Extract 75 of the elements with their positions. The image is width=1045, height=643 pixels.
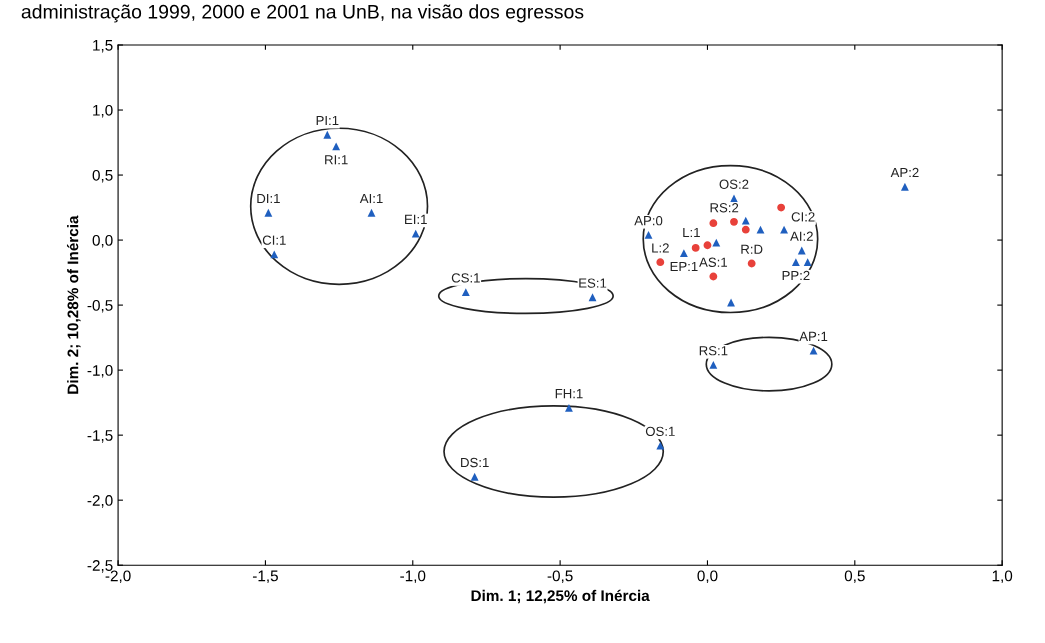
annotation: OS:1 bbox=[645, 426, 675, 436]
annotation: R:D bbox=[741, 244, 763, 254]
chart-title: administração 1999, 2000 e 2001 na UnB, na visão dos egressos bbox=[21, 4, 584, 23]
point bbox=[411, 229, 420, 238]
x-tick-label: -0,5 bbox=[547, 570, 573, 584]
point bbox=[747, 259, 756, 268]
y-tick-label: 1,5 bbox=[93, 40, 113, 53]
point bbox=[264, 208, 273, 217]
annotation: AS:1 bbox=[699, 257, 728, 267]
annotation: AP:1 bbox=[799, 331, 828, 341]
point bbox=[741, 225, 750, 234]
annotation: L:1 bbox=[683, 227, 700, 237]
annotation: RI:1 bbox=[325, 155, 348, 165]
y-tick-label: -0,5 bbox=[87, 299, 113, 313]
y-tick-label: 1,0 bbox=[93, 104, 113, 118]
point bbox=[741, 216, 750, 225]
point bbox=[588, 293, 597, 302]
y-tick-label: -1,0 bbox=[87, 364, 113, 378]
point bbox=[323, 130, 332, 139]
point bbox=[791, 258, 800, 267]
point bbox=[780, 225, 789, 234]
annotation: PP:2 bbox=[782, 270, 810, 281]
point bbox=[797, 246, 806, 255]
x-tick-label: 0,0 bbox=[697, 570, 718, 584]
annotation: AP:2 bbox=[890, 167, 919, 178]
point bbox=[730, 217, 738, 226]
point bbox=[703, 241, 712, 250]
point bbox=[777, 203, 786, 212]
point bbox=[709, 219, 718, 228]
annotation: PI:1 bbox=[316, 115, 339, 126]
point bbox=[461, 288, 470, 297]
y-axis-title: Dim. 2; 10,28% of Inércia bbox=[66, 215, 81, 394]
y-tick-label: -1,5 bbox=[87, 430, 113, 443]
point bbox=[270, 250, 279, 259]
annotation: EI:1 bbox=[405, 214, 427, 224]
point bbox=[730, 194, 738, 203]
x-tick-label: -1,0 bbox=[400, 570, 426, 584]
annotation: CI:1 bbox=[262, 235, 286, 245]
annotation: EP:1 bbox=[670, 261, 698, 271]
point bbox=[709, 361, 718, 369]
x-axis-title: Dim. 1; 12,25% of Inércia bbox=[471, 589, 650, 604]
point bbox=[644, 230, 653, 239]
annotation: DS:1 bbox=[461, 457, 489, 468]
point bbox=[803, 258, 812, 267]
point bbox=[756, 225, 765, 234]
annotation: DI:1 bbox=[257, 194, 280, 204]
annotation: AI:2 bbox=[790, 231, 813, 241]
annotation: FH:1 bbox=[555, 389, 583, 399]
point bbox=[809, 346, 818, 355]
point bbox=[709, 272, 718, 281]
annotation: ES:1 bbox=[579, 278, 607, 288]
point bbox=[332, 142, 341, 151]
annotation: OS:2 bbox=[719, 179, 749, 189]
annotation: L:2 bbox=[652, 243, 669, 253]
point bbox=[900, 182, 909, 191]
x-tick-label: 1,0 bbox=[992, 570, 1013, 584]
point bbox=[565, 403, 573, 412]
annotation: CS:1 bbox=[451, 273, 480, 283]
point bbox=[470, 472, 479, 481]
x-tick-label: -1,5 bbox=[252, 570, 278, 584]
y-tick-label: 0,0 bbox=[92, 234, 113, 248]
point bbox=[656, 441, 665, 450]
annotation: RS:1 bbox=[699, 346, 728, 356]
point bbox=[679, 249, 688, 258]
y-tick-label: -2,0 bbox=[87, 495, 113, 508]
point bbox=[712, 238, 721, 247]
x-tick-label: 0,5 bbox=[844, 570, 865, 584]
y-tick-label: 0,5 bbox=[92, 169, 113, 183]
point bbox=[656, 258, 665, 267]
annotation: CI:2 bbox=[791, 212, 815, 222]
annotation: AI:1 bbox=[359, 194, 383, 204]
point bbox=[691, 243, 700, 252]
annotation: RS:2 bbox=[710, 203, 739, 213]
annotation: AP:0 bbox=[634, 215, 663, 226]
point bbox=[367, 208, 376, 217]
